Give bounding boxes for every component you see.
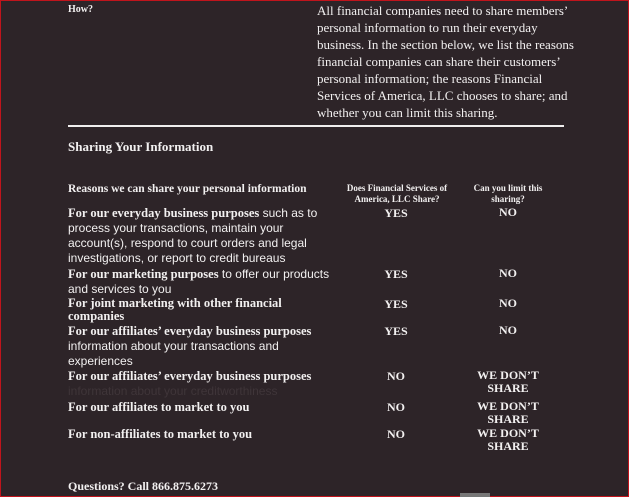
reason-detail: information about your creditworthiness — [68, 384, 278, 398]
reason-detail: to offer our products and services to yo… — [68, 267, 330, 296]
reason-cell: For our marketing purposes to offer our … — [68, 267, 338, 297]
limit-cell: WE DON’T SHARE — [477, 368, 539, 395]
reason-detail: such as to process your transactions, ma… — [68, 206, 318, 265]
limit-cell: NO — [499, 205, 517, 219]
header-reasons: Reasons we can share your personal infor… — [68, 183, 307, 195]
reason-cell: For our everyday business purposes such … — [68, 206, 338, 266]
reason-cell: For our affiliates’ everyday business pu… — [68, 324, 338, 369]
divider — [68, 125, 564, 127]
share-cell: NO — [387, 400, 405, 414]
scrollbar-thumb[interactable] — [460, 493, 490, 497]
share-cell: YES — [384, 206, 408, 220]
reason-cell: For our affiliates to market to you — [68, 400, 338, 415]
reason-cell: For our affiliates’ everyday business pu… — [68, 369, 338, 399]
share-cell: YES — [384, 324, 408, 338]
reason-bold: For our everyday business purposes — [68, 206, 260, 220]
share-cell: YES — [384, 267, 408, 281]
reason-bold: For our marketing purposes — [68, 267, 219, 281]
share-cell: NO — [387, 427, 405, 441]
reason-cell: For joint marketing with other financial… — [68, 297, 338, 323]
header-share: Does Financial Services of America, LLC … — [346, 183, 448, 204]
share-cell: NO — [387, 369, 405, 383]
limit-cell: NO — [499, 323, 517, 337]
limit-cell: WE DON’T SHARE — [477, 426, 539, 453]
how-label: How? — [68, 4, 93, 15]
limit-cell: NO — [499, 296, 517, 310]
section-title: Sharing Your Information — [68, 139, 214, 154]
reason-bold: For our affiliates to market to you — [68, 400, 250, 414]
limit-cell: NO — [499, 266, 517, 280]
reason-bold: For our affiliates’ everyday business pu… — [68, 324, 312, 338]
questions-phone: Questions? Call 866.875.6273 — [68, 479, 219, 493]
reason-cell: For non-affiliates to market to you — [68, 427, 338, 442]
reason-bold: For non-affiliates to market to you — [68, 427, 253, 441]
how-description: All financial companies need to share me… — [317, 3, 574, 120]
share-cell: YES — [384, 297, 408, 311]
reason-bold: For our affiliates’ everyday business pu… — [68, 369, 312, 383]
limit-cell: WE DON’T SHARE — [477, 399, 539, 426]
reason-bold: For joint marketing with other financial… — [68, 296, 282, 323]
reason-detail: information about your transactions and … — [68, 339, 279, 368]
header-limit: Can you limit this sharing? — [473, 183, 543, 204]
